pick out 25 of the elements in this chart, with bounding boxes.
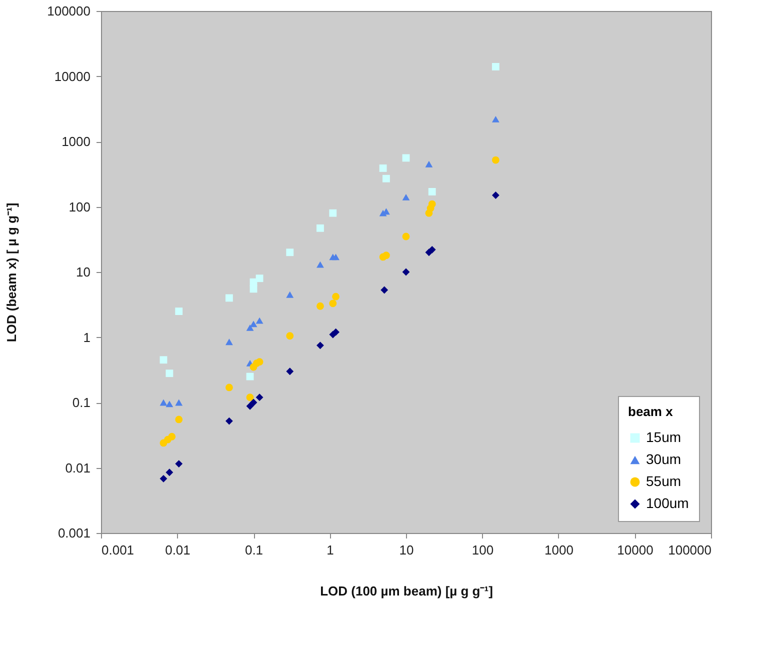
y-axis-title: LOD (beam x) [ µ g g⁻¹] xyxy=(4,202,20,342)
x-tick-label: 1 xyxy=(326,542,334,558)
y-tick-label: 0.01 xyxy=(65,460,90,476)
x-tick-label: 100 xyxy=(472,542,494,558)
legend-title: beam x xyxy=(628,404,674,419)
y-tick-label: 10000 xyxy=(54,68,90,84)
legend-label: 15um xyxy=(646,429,682,445)
x-tick-label: 10 xyxy=(399,542,414,558)
x-tick-label: 0.001 xyxy=(102,542,134,558)
y-tick-label: 10 xyxy=(76,264,90,280)
x-tick-label: 100000 xyxy=(668,542,712,558)
legend-label: 30um xyxy=(646,451,682,467)
x-axis-title: LOD (100 µm beam) [µ g g⁻¹] xyxy=(320,584,493,598)
x-tick-label: 10000 xyxy=(617,542,654,558)
legend-label: 100um xyxy=(646,495,689,511)
y-tick-label: 0.1 xyxy=(72,395,90,410)
x-tick-label: 0.01 xyxy=(165,542,190,558)
y-tick-label: 100 xyxy=(68,199,90,214)
y-tick-label: 1 xyxy=(83,330,90,345)
legend-label: 55um xyxy=(646,473,682,489)
x-tick-label: 1000 xyxy=(544,542,574,558)
y-tick-label: 100000 xyxy=(47,4,90,18)
y-tick-label: 1000 xyxy=(62,134,90,149)
x-tick-label: 0.1 xyxy=(244,542,264,558)
y-tick-label: 0.001 xyxy=(58,526,90,540)
